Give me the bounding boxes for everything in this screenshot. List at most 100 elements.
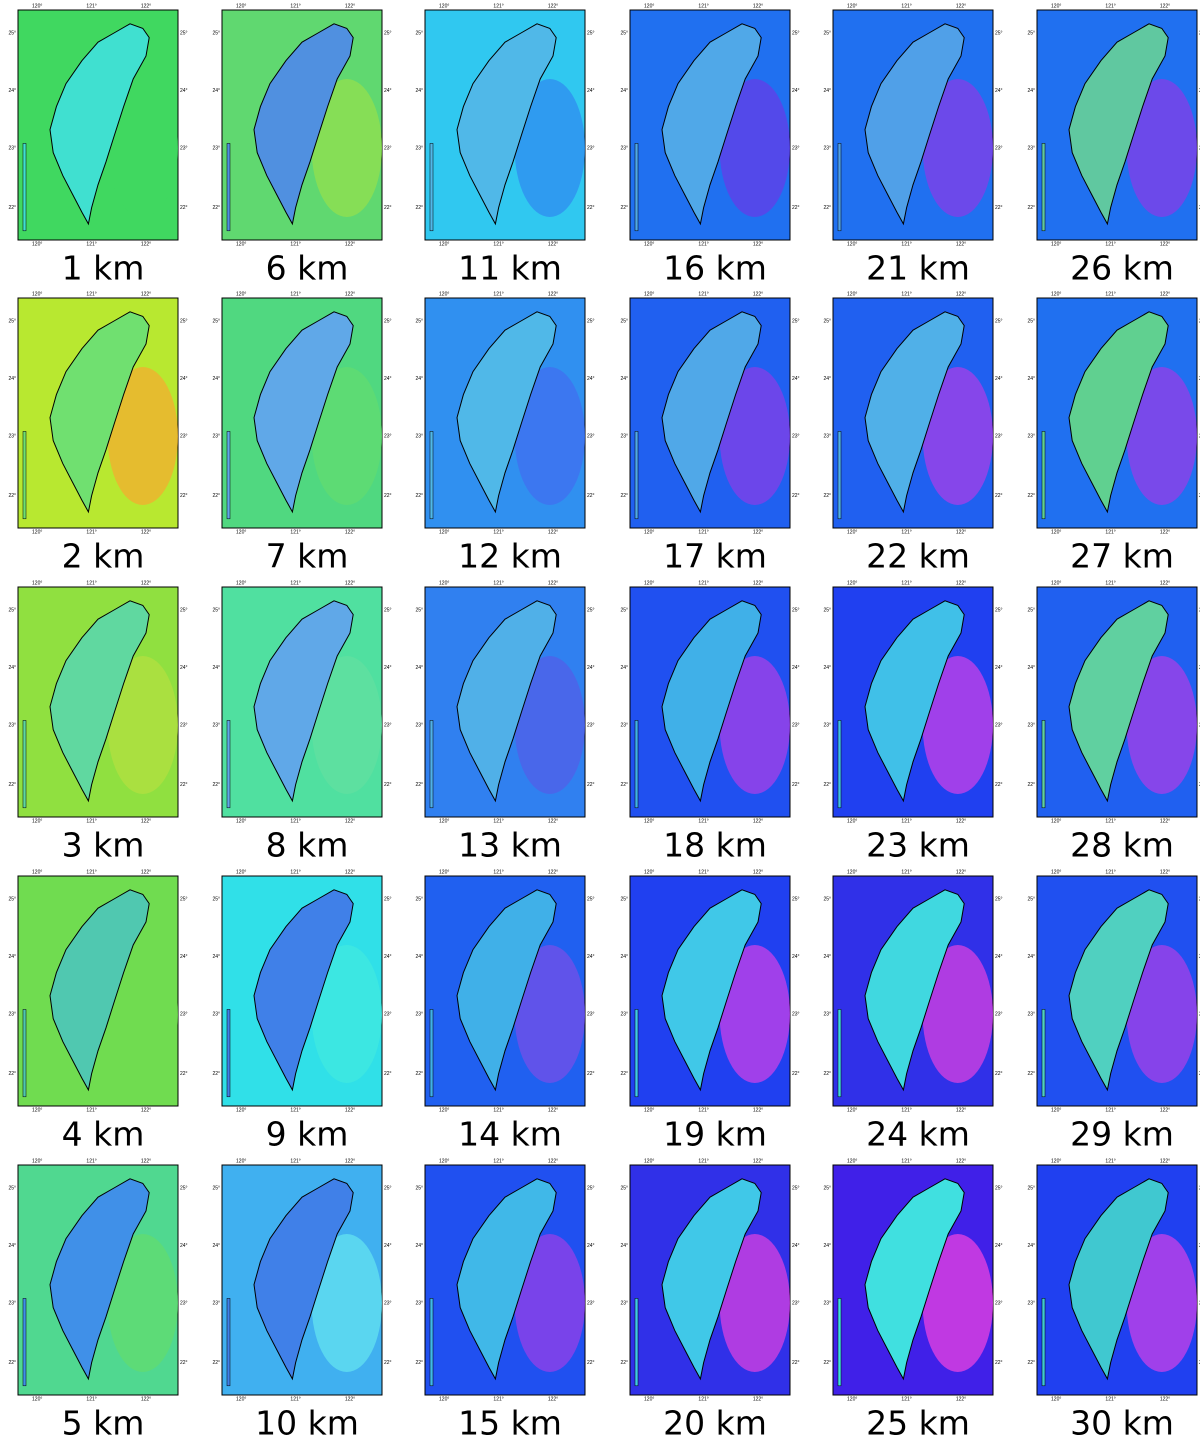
lon-tick-label: 121° [901,3,911,9]
lon-tick-label: 122° [548,1107,558,1113]
lon-tick-label: 121° [290,1396,300,1402]
lon-tick-label: 120° [847,580,857,586]
lat-tick-label: 24° [180,88,188,94]
lon-tick-label: 122° [956,869,966,875]
colorbar [1041,1009,1046,1098]
lon-tick-label: 122° [345,818,355,824]
lat-tick-label: 25° [8,607,16,613]
lat-tick-label: 24° [8,376,16,382]
depth-label: 24 km [866,1115,970,1154]
lat-tick-label: 25° [995,607,1003,613]
map-anomaly [922,79,993,217]
map-panel: 120°120°121°121°122°122°25°25°24°24°23°2… [620,3,799,287]
lon-tick-label: 122° [345,291,355,297]
lon-tick-label: 120° [439,869,449,875]
lon-tick-label: 120° [847,818,857,824]
lat-tick-label: 25° [620,896,628,902]
lat-tick-label: 24° [415,665,423,671]
lat-tick-label: 23° [8,1300,16,1306]
lon-tick-label: 122° [753,580,763,586]
lat-tick-label: 24° [823,1243,831,1249]
lat-tick-label: 24° [823,665,831,671]
lat-tick-label: 22° [620,782,628,788]
lat-tick-label: 23° [212,722,220,728]
lat-tick-label: 25° [620,607,628,613]
lon-tick-label: 121° [493,818,503,824]
lon-tick-label: 122° [1160,580,1170,586]
lat-tick-label: 22° [180,1360,188,1366]
lat-tick-label: 25° [384,30,392,36]
lat-tick-label: 23° [180,722,188,728]
lon-tick-label: 120° [644,3,654,9]
lat-tick-label: 24° [1027,954,1035,960]
lat-tick-label: 24° [792,665,800,671]
lat-tick-label: 22° [212,493,220,499]
depth-label: 23 km [866,826,970,865]
lat-tick-label: 24° [620,376,628,382]
lat-tick-label: 24° [995,88,1003,94]
lat-tick-label: 24° [587,88,595,94]
map-panel: 120°120°121°121°122°122°25°25°24°24°23°2… [415,580,594,864]
lon-tick-label: 120° [236,3,246,9]
lat-tick-label: 23° [8,722,16,728]
map-island [456,311,557,514]
lat-tick-label: 25° [415,607,423,613]
lon-tick-label: 122° [141,1158,151,1164]
map-anomaly [719,367,790,505]
map-anomaly [514,945,585,1083]
lon-tick-label: 120° [644,241,654,247]
lon-tick-label: 120° [1051,529,1061,535]
map-anomaly [922,656,993,794]
depth-label: 12 km [458,537,562,576]
lon-tick-label: 120° [1051,1158,1061,1164]
lat-tick-label: 23° [384,433,392,439]
lat-tick-label: 22° [995,205,1003,211]
map-panel: 120°120°121°121°122°122°25°25°24°24°23°2… [415,1158,594,1442]
lon-tick-label: 120° [644,291,654,297]
lon-tick-label: 121° [901,241,911,247]
colorbar [22,143,27,232]
lat-tick-label: 25° [180,318,188,324]
lat-tick-label: 25° [180,1185,188,1191]
lat-tick-label: 23° [620,722,628,728]
lat-tick-label: 25° [415,1185,423,1191]
lon-tick-label: 121° [493,869,503,875]
lon-tick-label: 121° [901,291,911,297]
lon-tick-label: 120° [32,1396,42,1402]
lat-tick-label: 23° [620,145,628,151]
map-panel: 120°120°121°121°122°122°25°25°24°24°23°2… [823,869,1002,1153]
lat-tick-label: 24° [995,665,1003,671]
lat-tick-label: 24° [384,88,392,94]
lat-tick-label: 23° [620,1011,628,1017]
lat-tick-label: 25° [212,1185,220,1191]
lon-tick-label: 120° [439,1158,449,1164]
colorbar [22,720,27,809]
lon-tick-label: 120° [32,869,42,875]
lat-tick-label: 22° [8,1360,16,1366]
map-anomaly [1126,1234,1198,1372]
map-panel: 120°120°121°121°122°122°25°25°24°24°23°2… [1027,1158,1200,1442]
lat-tick-label: 23° [792,722,800,728]
colorbar [837,143,842,232]
lon-tick-label: 122° [345,3,355,9]
lat-tick-label: 22° [995,1071,1003,1077]
lat-tick-label: 24° [212,954,220,960]
map-anomaly [107,79,178,217]
lat-tick-label: 24° [180,954,188,960]
lat-tick-label: 25° [792,607,800,613]
lat-tick-label: 23° [1027,1300,1035,1306]
map-island [1068,889,1169,1092]
lon-tick-label: 121° [86,580,96,586]
lat-tick-label: 22° [180,493,188,499]
lat-tick-label: 24° [180,376,188,382]
depth-label: 13 km [458,826,562,865]
lat-tick-label: 24° [180,665,188,671]
lat-tick-label: 24° [384,665,392,671]
lon-tick-label: 121° [698,869,708,875]
lon-tick-label: 120° [32,529,42,535]
lat-tick-label: 23° [792,433,800,439]
map-island [864,889,965,1092]
colorbar [226,431,231,520]
lon-tick-label: 122° [1160,869,1170,875]
lat-tick-label: 23° [180,145,188,151]
